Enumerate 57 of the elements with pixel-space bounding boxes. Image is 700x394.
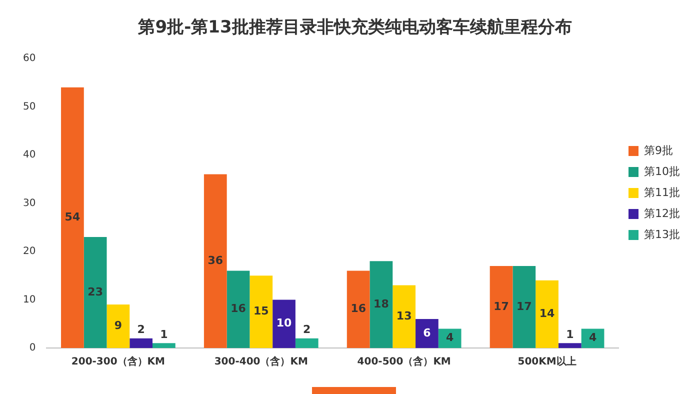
bar <box>536 280 558 348</box>
bar <box>370 261 393 348</box>
bar <box>558 343 582 348</box>
bar <box>512 266 536 348</box>
bar <box>250 276 273 348</box>
bar <box>84 236 107 348</box>
data-label: 17 <box>494 300 509 313</box>
data-label: 2 <box>303 323 311 336</box>
bar <box>61 87 84 348</box>
bar <box>130 338 153 348</box>
data-label: 17 <box>516 300 532 313</box>
bar <box>272 300 296 348</box>
data-label: 14 <box>539 307 556 320</box>
data-label: 36 <box>208 254 224 267</box>
legend-label: 第12批 <box>644 206 680 220</box>
y-tick-label: 40 <box>22 150 36 161</box>
x-tick-label: 400-500（含）KM <box>357 356 451 368</box>
y-tick-label: 20 <box>22 246 36 258</box>
x-tick-label: 500KM以上 <box>518 356 576 368</box>
data-label: 10 <box>276 316 292 330</box>
chart-title: 第9批-第13批推荐目录非快充类纯电动客车续航里程分布 <box>137 18 572 38</box>
data-label: 23 <box>88 285 103 298</box>
data-label: 54 <box>64 210 80 224</box>
bar <box>295 338 318 348</box>
y-tick-label: 30 <box>22 198 36 209</box>
y-tick-label: 60 <box>22 52 36 64</box>
bar <box>204 174 227 348</box>
y-tick-label: 10 <box>22 294 36 306</box>
bar <box>416 319 438 348</box>
data-label: 9 <box>114 319 122 332</box>
y-tick-label: 0 <box>29 342 36 354</box>
bar <box>226 270 250 348</box>
legend-label: 第10批 <box>644 164 680 178</box>
data-label: 16 <box>350 302 366 316</box>
data-label: 13 <box>396 309 412 322</box>
data-label: 4 <box>446 331 454 344</box>
data-label: 4 <box>588 331 597 344</box>
data-label: 2 <box>137 323 145 336</box>
data-label: 16 <box>230 302 246 316</box>
y-tick-label: 50 <box>22 101 36 112</box>
bar <box>438 328 462 348</box>
bar <box>392 285 416 348</box>
legend-label: 第9批 <box>644 144 674 157</box>
data-label: 1 <box>566 328 574 342</box>
bar <box>490 266 513 348</box>
bar <box>152 343 176 348</box>
legend-label: 第11批 <box>644 186 680 199</box>
data-label: 15 <box>253 304 269 318</box>
x-tick-label: 300-400（含）KM <box>214 356 308 368</box>
bar <box>346 270 370 348</box>
data-label: 1 <box>160 328 168 342</box>
x-tick-label: 200-300（含）KM <box>71 356 166 368</box>
data-label: 18 <box>374 297 389 310</box>
data-label: 6 <box>423 326 432 340</box>
legend-label: 第13批 <box>644 228 680 241</box>
bar <box>581 328 604 348</box>
bar <box>106 304 130 348</box>
